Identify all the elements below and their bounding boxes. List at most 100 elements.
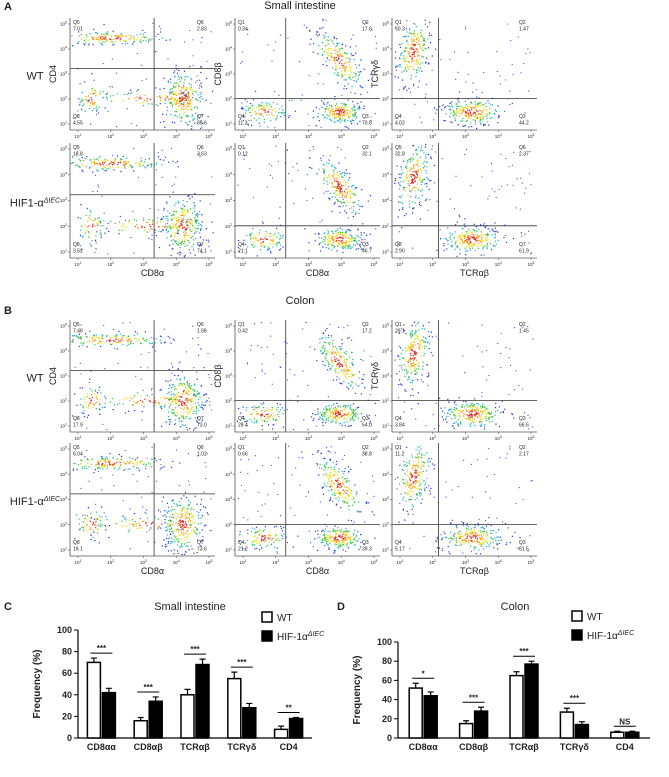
event-dot: [106, 170, 108, 172]
event-dot: [455, 103, 457, 105]
event-dot: [94, 32, 97, 34]
event-dot: [411, 159, 414, 161]
event-dot: [271, 177, 273, 179]
event-dot: [325, 408, 328, 411]
tick-base: 10: [382, 97, 388, 102]
tick-exp: 1: [387, 249, 389, 253]
event-dot: [355, 112, 357, 114]
event-dot: [82, 159, 85, 162]
event-dot: [355, 116, 358, 118]
event-dot: [126, 340, 128, 342]
event-dot: [261, 413, 263, 416]
event-dot: [317, 116, 319, 118]
event-dot: [476, 96, 478, 98]
event-dot: [341, 235, 343, 237]
event-dot: [198, 87, 200, 89]
event-dot: [95, 92, 97, 94]
event-dot: [334, 98, 336, 101]
event-dot: [159, 103, 161, 105]
event-dot: [322, 360, 324, 363]
event-dot: [92, 403, 94, 405]
event-dot: [140, 366, 142, 368]
event-dot: [181, 208, 184, 210]
event-dot: [414, 45, 416, 47]
event-dot: [413, 40, 415, 43]
event-dot: [412, 32, 415, 35]
event-dot: [338, 106, 341, 108]
event-dot: [468, 246, 470, 248]
event-dot: [85, 34, 88, 36]
event-dot: [72, 335, 75, 337]
event-dot: [338, 423, 341, 425]
event-dot: [87, 100, 89, 103]
event-dot: [339, 244, 341, 246]
event-dot: [358, 106, 360, 108]
event-dot: [106, 340, 108, 342]
event-dot: [410, 48, 412, 50]
tick-base: 10: [240, 436, 246, 441]
event-dot: [115, 337, 117, 340]
event-dot: [355, 248, 357, 250]
event-dot: [330, 109, 333, 111]
event-dot: [352, 201, 354, 203]
event-dot: [89, 101, 91, 104]
event-dot: [94, 390, 97, 392]
event-dot: [329, 59, 331, 61]
y-tick-label: 102: [225, 223, 232, 229]
event-dot: [183, 241, 186, 243]
event-dot: [177, 100, 180, 102]
event-dot: [182, 418, 185, 420]
event-dot: [266, 417, 268, 420]
event-dot: [188, 384, 191, 387]
event-dot: [498, 115, 500, 118]
event-dot: [95, 248, 97, 250]
event-dot: [110, 220, 112, 223]
event-dot: [308, 242, 310, 244]
event-dot: [333, 353, 335, 355]
event-dot: [475, 127, 478, 130]
event-dot: [186, 219, 188, 221]
event-dot: [408, 32, 410, 34]
event-dot: [487, 233, 489, 235]
event-dot: [183, 256, 186, 258]
event-dot: [246, 425, 248, 427]
event-dot: [320, 126, 322, 128]
tick-base: 10: [107, 436, 113, 441]
event-dot: [89, 387, 92, 390]
y-tick-label: 105: [382, 146, 389, 152]
event-dot: [409, 159, 411, 161]
event-dot: [120, 170, 122, 173]
event-dot: [185, 115, 187, 117]
tick-exp: 3: [145, 435, 147, 439]
event-dot: [344, 69, 347, 71]
tick-base: 10: [272, 134, 278, 139]
event-dot: [353, 115, 355, 117]
event-dot: [247, 109, 250, 111]
event-dot: [487, 238, 489, 240]
event-dot: [348, 192, 351, 194]
event-dot: [309, 157, 311, 159]
event-dot: [420, 54, 423, 57]
event-dot: [189, 427, 191, 430]
event-dot: [137, 37, 139, 39]
event-dot: [461, 111, 464, 113]
event-dot: [263, 244, 265, 247]
event-dot: [90, 211, 92, 213]
event-dot: [416, 51, 418, 54]
event-dot: [130, 167, 133, 169]
event-dot: [171, 87, 173, 90]
event-dot: [375, 42, 377, 44]
event-dot: [152, 401, 154, 404]
event-dot: [405, 187, 408, 189]
event-dot: [338, 205, 340, 208]
event-dot: [190, 91, 192, 93]
event-dot: [178, 114, 180, 116]
event-dot: [491, 117, 493, 119]
event-dot: [193, 204, 196, 206]
event-dot: [341, 196, 344, 198]
event-dot: [471, 114, 474, 117]
event-dot: [91, 101, 93, 103]
event-dot: [359, 107, 361, 109]
event-dot: [251, 237, 254, 239]
event-dot: [398, 195, 401, 198]
